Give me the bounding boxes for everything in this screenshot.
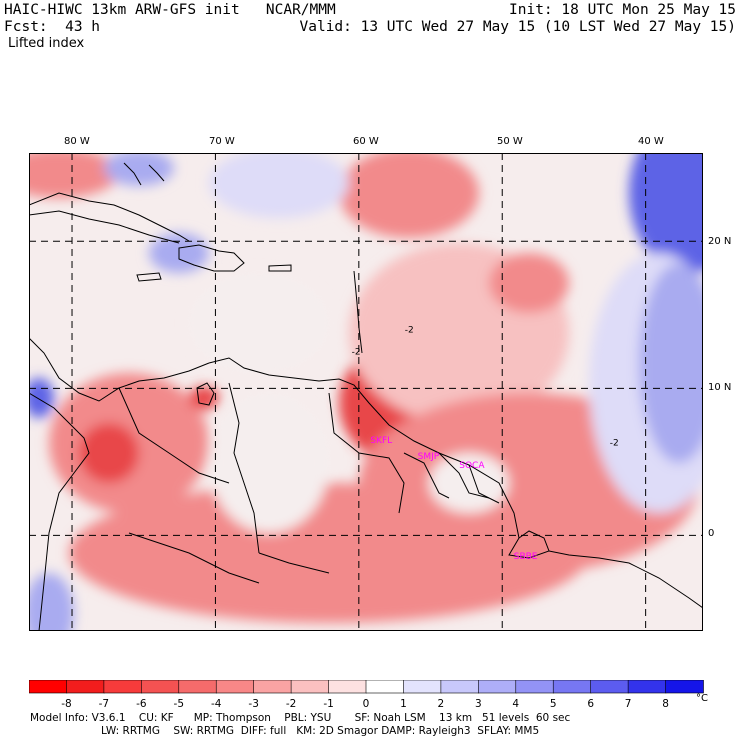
map-frame <box>29 153 703 631</box>
colorbar-swatch <box>552 680 592 694</box>
colorbar-tick-label: 1 <box>400 698 407 710</box>
colorbar-swatch <box>478 680 517 694</box>
init-time: Init: 18 UTC Mon 25 May 15 <box>509 2 736 18</box>
lat-lon-grid <box>29 153 703 631</box>
model-info-line-1: Model Info: V3.6.1 CU: KF MP: Thompson P… <box>30 712 571 724</box>
colorbar-tick-label: -5 <box>174 698 184 710</box>
station-label: SOCA <box>459 461 485 471</box>
colorbar-swatch <box>29 680 68 694</box>
colorbar-tick-label: -1 <box>323 698 333 710</box>
colorbar-swatch <box>665 680 704 694</box>
field-shading <box>104 153 174 186</box>
colorbar-swatch <box>515 680 555 694</box>
contour-label: -2 <box>352 347 361 357</box>
colorbar-swatch <box>215 680 255 694</box>
colorbar-tick-label: -2 <box>286 698 296 710</box>
colorbar-swatch <box>403 680 442 694</box>
colorbar-swatch <box>253 680 292 694</box>
colorbar-tick-label: -8 <box>61 698 71 710</box>
valid-time: Valid: 13 UTC Wed 27 May 15 (10 LST Wed … <box>299 19 737 35</box>
colorbar-unit: °C <box>696 693 708 704</box>
field-shading <box>79 423 139 483</box>
colorbar-tick-label: 5 <box>550 698 557 710</box>
colorbar-swatch <box>103 680 143 694</box>
colorbar-swatch <box>290 680 330 694</box>
colorbar-tick-label: -3 <box>248 698 258 710</box>
colorbar-swatch <box>328 680 367 694</box>
colorbar-tick-label: -7 <box>99 698 109 710</box>
lon-label: 50 W <box>497 136 523 147</box>
colorbar-swatch <box>141 680 180 694</box>
field-shading <box>639 263 703 463</box>
field-shading <box>209 393 329 533</box>
colorbar-tick-label: -6 <box>136 698 147 710</box>
field-shading <box>629 153 703 273</box>
colorbar-tick-label: 4 <box>512 698 519 710</box>
colorbar-tick-label: 6 <box>587 698 594 710</box>
contour-label: -2 <box>610 439 619 449</box>
field-shading <box>489 253 569 313</box>
colorbar-swatch <box>178 680 218 694</box>
colorbar-tick-label: 3 <box>475 698 482 710</box>
lon-label: 80 W <box>64 136 90 147</box>
colorbar-swatch <box>590 680 629 694</box>
lat-label: 10 N <box>708 382 732 393</box>
colorbar: -8 -7 -6 -5 -4 -3 -2 -1 0 1 2 3 4 5 6 7 8 <box>29 680 704 710</box>
field-shading <box>209 153 349 218</box>
forecast-hour: Fcst: 43 h <box>4 19 101 35</box>
colorbar-swatch <box>440 680 480 694</box>
colorbar-tick-label: 8 <box>662 698 669 710</box>
field-shading <box>339 153 479 238</box>
colorbar-tick-label: 0 <box>363 698 370 710</box>
model-title: HAIC-HIWC 13km ARW-GFS init NCAR/MMM <box>4 2 336 18</box>
station-label: SBBE <box>514 552 538 562</box>
colorbar-swatch <box>66 680 105 694</box>
field-name: Lifted index <box>8 36 85 51</box>
field-shading <box>69 483 589 623</box>
colorbar-tick-label: -4 <box>211 698 222 710</box>
station-label: SKFL <box>370 436 392 446</box>
lifted-index-map: SKFL SMJP SOCA SBBE -2 -2 -2 <box>29 153 703 631</box>
contour-label: -2 <box>405 325 414 335</box>
lon-label: 60 W <box>353 136 379 147</box>
model-info-line-2: LW: RRTMG SW: RRTMG DIFF: full KM: 2D Sm… <box>101 725 540 737</box>
station-label: SMJP <box>418 452 440 462</box>
field-shading <box>189 273 329 373</box>
field-shading <box>189 386 219 410</box>
lat-label: 0 <box>708 528 715 539</box>
lon-label: 70 W <box>209 136 235 147</box>
colorbar-swatch <box>365 680 405 694</box>
lon-label: 40 W <box>638 136 664 147</box>
colorbar-tick-label: 2 <box>438 698 445 710</box>
coastlines <box>29 162 703 631</box>
field-shading <box>29 153 119 198</box>
colorbar-swatch <box>627 680 667 694</box>
colorbar-tick-label: 7 <box>625 698 632 710</box>
lat-label: 20 N <box>708 236 732 247</box>
